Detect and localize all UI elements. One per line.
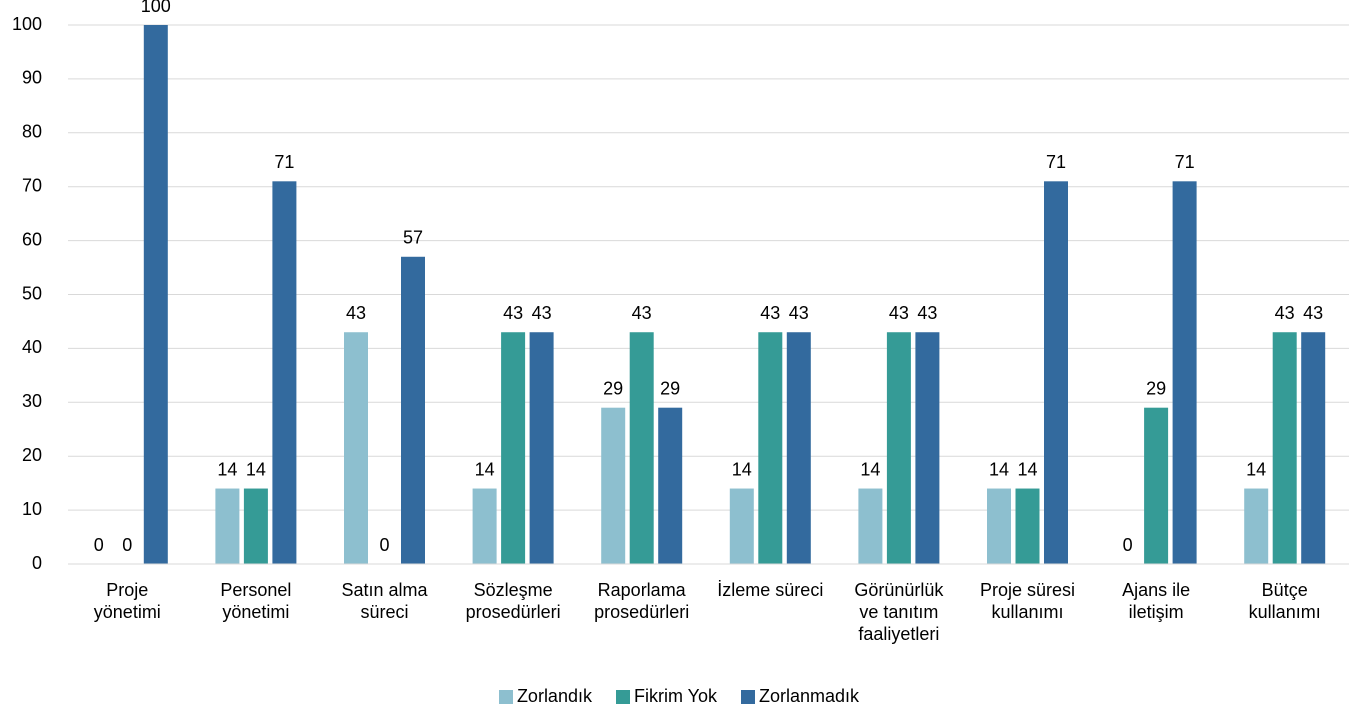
legend-swatch [615,689,630,704]
y-tick-label: 40 [22,337,42,357]
data-label: 14 [1246,459,1266,479]
data-label: 71 [274,152,294,172]
legend-label: Zorlanmadık [759,686,860,706]
data-label: 43 [760,303,780,323]
data-label: 14 [732,459,752,479]
bar [1272,332,1297,564]
x-tick-label: Proje yönetimi [93,580,161,622]
data-label: 0 [1123,535,1133,555]
y-tick-label: 30 [22,391,42,411]
bar [529,332,554,564]
bar [658,407,683,564]
data-label: 14 [989,459,1009,479]
x-tick-label: Personel yönetimi [220,580,292,622]
legend-swatch [498,689,513,704]
bar [215,488,240,564]
data-label: 43 [1303,303,1323,323]
legend-label: Fikrim Yok [633,686,718,706]
data-label: 29 [603,378,623,398]
x-tick-label: Bütçe kullanımı [1248,580,1321,622]
data-label: 71 [1175,152,1195,172]
data-label: 14 [860,459,880,479]
bar [344,332,368,564]
legend: Zorlandık Fikrim Yok Zorlanmadık [0,686,1358,707]
data-label: 100 [141,0,171,16]
x-tick-label: Sözleşme prosedürleri [465,580,561,622]
legend-swatch [741,689,756,704]
bar [1244,488,1269,564]
data-label: 43 [789,303,809,323]
bar [472,488,497,564]
y-tick-label: 10 [22,499,42,519]
bar [1044,181,1068,564]
bar [1301,332,1326,564]
x-tick-label: Ajans ile iletişim [1122,580,1191,622]
y-tick-label: 20 [22,445,42,465]
bar [987,488,1011,564]
bar [272,181,297,564]
x-tick-label: Raporlama prosedürleri [594,580,690,622]
bar [858,488,883,564]
data-label: 29 [660,378,680,398]
y-tick-label: 80 [22,122,42,142]
legend-label: Zorlandık [516,686,592,706]
data-label: 71 [1046,152,1066,172]
data-label: 43 [1275,303,1295,323]
bar [886,332,911,564]
bar [143,25,168,564]
y-tick-label: 60 [22,229,42,249]
data-label: 43 [917,303,937,323]
y-tick-label: 100 [12,14,42,34]
y-tick-label: 50 [22,283,42,303]
data-label: 57 [403,228,423,248]
data-label: 43 [632,303,652,323]
x-tick-label: Satın alma süreci [341,580,428,622]
bar [729,488,754,564]
bar [601,407,626,564]
data-label: 43 [889,303,909,323]
bar [243,488,268,564]
bar [501,332,526,564]
data-label: 14 [475,459,495,479]
bar [1172,181,1197,564]
data-label: 14 [1017,459,1037,479]
data-label: 0 [122,535,132,555]
data-label: 43 [503,303,523,323]
x-tick-label: Proje süresi kullanımı [979,580,1076,622]
bar [401,256,425,564]
y-tick-label: 90 [22,68,42,88]
bar [629,332,654,564]
bar [1015,488,1040,564]
data-label: 29 [1146,378,1166,398]
bar [915,332,940,564]
data-label: 43 [532,303,552,323]
data-label: 43 [346,303,366,323]
bar [758,332,783,564]
x-tick-label: Görünürlük ve tanıtım faaliyetleri [854,580,944,644]
data-label: 14 [217,459,237,479]
data-label: 0 [94,535,104,555]
y-tick-label: 70 [22,175,42,195]
y-tick-label: 0 [32,553,42,573]
bar [1144,407,1169,564]
legend-item: Zorlandık [498,686,592,707]
x-tick-label: İzleme süreci [717,580,824,600]
data-label: 0 [379,535,389,555]
legend-item: Fikrim Yok [615,686,718,707]
data-label: 14 [246,459,266,479]
bar [786,332,811,564]
legend-item: Zorlanmadık [741,686,859,707]
